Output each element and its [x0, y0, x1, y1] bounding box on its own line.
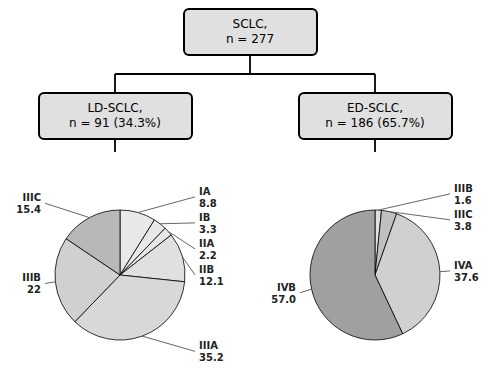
svg-text:IIB12.1: IIB12.1: [199, 264, 224, 287]
svg-text:IIIB22: IIIB22: [22, 272, 41, 295]
svg-text:IA8.8: IA8.8: [199, 186, 217, 209]
svg-text:IVB57.0: IVB57.0: [271, 282, 296, 305]
html-text:ED-SCLC, n = 186 (65.7%): ED-SCLC, n = 186 (65.7%): [325, 101, 425, 130]
svg-text:IIIC15.4: IIIC15.4: [16, 192, 41, 215]
svg-text:IIIA35.2: IIIA35.2: [199, 340, 224, 363]
svg-text:IVA37.6: IVA37.6: [454, 260, 479, 283]
svg-text:IIIB1.6: IIIB1.6: [454, 183, 473, 206]
html-text:SCLC, n = 277: SCLC, n = 277: [225, 17, 275, 46]
svg-text:IIA2.2: IIA2.2: [199, 238, 217, 261]
html-text:LD-SCLC, n = 91 (34.3%): LD-SCLC, n = 91 (34.3%): [69, 101, 161, 130]
svg-text:IB3.3: IB3.3: [199, 212, 217, 235]
svg-text:IIIC3.8: IIIC3.8: [454, 209, 473, 232]
